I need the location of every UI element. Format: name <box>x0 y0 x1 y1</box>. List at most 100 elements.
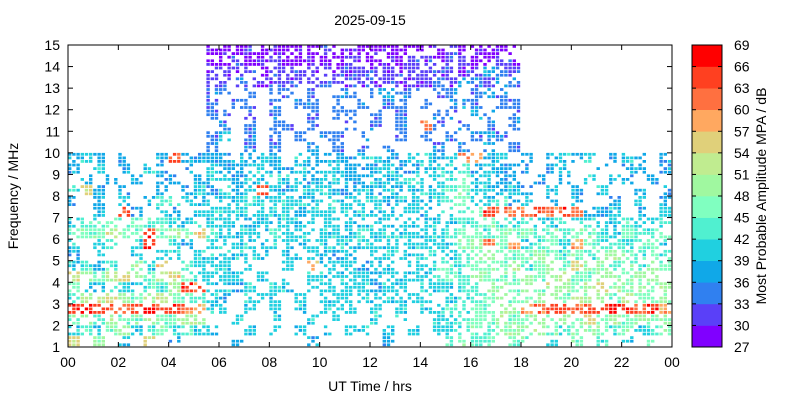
heatmap-cell <box>483 73 487 77</box>
heatmap-cell <box>487 156 491 160</box>
heatmap-cell <box>248 163 252 167</box>
heatmap-cell <box>445 235 449 239</box>
heatmap-cell <box>210 253 214 257</box>
heatmap-cell <box>252 257 256 260</box>
heatmap-cell <box>537 217 542 221</box>
heatmap-cell <box>529 156 533 160</box>
heatmap-cell <box>407 253 412 257</box>
heatmap-cell <box>273 242 277 246</box>
heatmap-cell <box>156 174 160 178</box>
heatmap-cell <box>244 102 248 106</box>
heatmap-cell <box>571 185 575 188</box>
heatmap-cell <box>168 282 173 286</box>
heatmap-cell <box>365 77 370 81</box>
heatmap-cell <box>370 55 374 59</box>
heatmap-cell <box>437 95 441 99</box>
heatmap-cell <box>382 217 386 221</box>
heatmap-cell <box>508 142 512 145</box>
heatmap-cell <box>210 271 214 275</box>
heatmap-cell <box>424 271 428 275</box>
heatmap-cell <box>416 170 420 174</box>
heatmap-cell <box>109 228 114 232</box>
heatmap-cell <box>403 106 407 109</box>
heatmap-cell <box>294 228 298 232</box>
heatmap-cell <box>525 249 529 253</box>
heatmap-cell <box>101 282 105 286</box>
heatmap-cell <box>235 170 240 174</box>
heatmap-cell <box>189 307 193 311</box>
heatmap-cell <box>382 196 386 199</box>
heatmap-cell <box>382 73 386 77</box>
heatmap-cell <box>546 228 550 232</box>
heatmap-cell <box>223 307 227 311</box>
heatmap-cell <box>93 267 97 271</box>
heatmap-cell <box>487 73 491 77</box>
heatmap-cell <box>453 156 458 160</box>
heatmap-cell <box>411 242 416 246</box>
heatmap-cell <box>340 156 344 160</box>
heatmap-cell <box>114 235 118 239</box>
heatmap-cell <box>374 307 378 311</box>
heatmap-cell <box>273 185 277 188</box>
heatmap-cell <box>114 275 118 278</box>
heatmap-cell <box>420 160 424 163</box>
heatmap-cell <box>256 214 261 217</box>
heatmap-cell <box>470 224 475 228</box>
heatmap-cell <box>273 163 277 167</box>
heatmap-cell <box>420 303 424 307</box>
heatmap-cell <box>592 206 596 210</box>
heatmap-cell <box>206 235 210 239</box>
heatmap-cell <box>483 81 487 84</box>
heatmap-cell <box>298 203 303 206</box>
heatmap-cell <box>273 59 277 63</box>
heatmap-cell <box>156 152 160 156</box>
heatmap-cell <box>143 239 147 242</box>
heatmap-cell <box>89 293 93 296</box>
heatmap-cell <box>474 318 479 321</box>
heatmap-cell <box>72 307 76 311</box>
heatmap-cell <box>386 163 391 167</box>
heatmap-cell <box>625 178 630 181</box>
heatmap-cell <box>391 188 395 192</box>
heatmap-cell <box>126 282 131 286</box>
heatmap-cell <box>483 170 487 174</box>
heatmap-cell <box>542 289 546 293</box>
heatmap-cell <box>441 48 445 52</box>
heatmap-cell <box>399 70 403 73</box>
heatmap-cell <box>453 242 458 246</box>
heatmap-cell <box>525 289 529 293</box>
heatmap-cell <box>428 249 433 253</box>
heatmap-cell <box>474 300 479 304</box>
heatmap-cell <box>592 228 596 232</box>
heatmap-cell <box>168 242 173 246</box>
heatmap-cell <box>483 253 487 257</box>
heatmap-cell <box>139 329 143 332</box>
heatmap-cell <box>403 224 407 228</box>
heatmap-cell <box>378 88 382 91</box>
heatmap-cell <box>663 210 667 214</box>
heatmap-cell <box>449 257 454 260</box>
heatmap-cell <box>231 102 235 106</box>
heatmap-cell <box>130 293 135 296</box>
heatmap-cell <box>370 278 374 282</box>
heatmap-cell <box>600 307 605 311</box>
heatmap-cell <box>231 106 235 109</box>
heatmap-cell <box>126 321 131 325</box>
heatmap-cell <box>260 210 265 214</box>
heatmap-cell <box>386 55 391 59</box>
heatmap-cell <box>651 303 655 307</box>
heatmap-cell <box>445 77 449 81</box>
heatmap-cell <box>307 185 311 188</box>
heatmap-cell <box>638 267 642 271</box>
heatmap-cell <box>529 246 533 250</box>
heatmap-cell <box>491 293 495 296</box>
heatmap-cell <box>479 293 483 296</box>
heatmap-cell <box>290 260 294 264</box>
heatmap-cell <box>407 232 412 235</box>
heatmap-cell <box>135 178 139 181</box>
heatmap-cell <box>311 249 315 253</box>
heatmap-cell <box>604 253 609 257</box>
heatmap-cell <box>290 84 294 88</box>
heatmap-cell <box>579 152 584 156</box>
heatmap-cell <box>525 232 529 235</box>
